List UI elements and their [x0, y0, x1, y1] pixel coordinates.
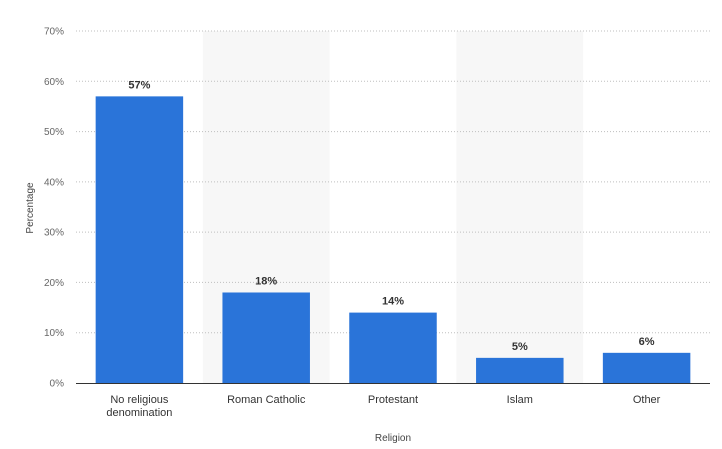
x-tick-label: Protestant	[368, 394, 418, 406]
y-tick-label: 0%	[50, 379, 65, 390]
y-axis-title: Percentage	[25, 182, 36, 234]
x-tick-label: No religious denomination	[106, 394, 172, 419]
y-tick-label: 30%	[44, 228, 64, 239]
bar	[476, 357, 564, 383]
y-tick-label: 60%	[44, 77, 64, 88]
value-labels: 57% 18% 14% 5% 6%	[128, 79, 654, 352]
background-band	[456, 31, 584, 383]
bar	[349, 312, 437, 383]
bar	[602, 352, 691, 383]
x-axis-title: Religion	[375, 433, 411, 444]
y-tick-label: 40%	[44, 177, 64, 188]
value-label: 57%	[128, 79, 150, 91]
value-label: 5%	[512, 341, 528, 353]
x-tick-label: Roman Catholic	[227, 394, 306, 406]
y-axis-ticks: 0% 10% 20% 30% 40% 50% 60% 70%	[44, 27, 64, 390]
y-tick-label: 20%	[44, 278, 64, 289]
x-tick-label: Other	[633, 394, 661, 406]
value-label: 18%	[255, 275, 277, 287]
y-tick-label: 70%	[44, 27, 64, 38]
bars	[95, 96, 691, 383]
bar	[95, 96, 184, 383]
bar	[222, 292, 310, 383]
y-tick-label: 50%	[44, 127, 64, 138]
value-label: 6%	[639, 336, 655, 348]
y-tick-label: 10%	[44, 328, 64, 339]
x-axis-labels: No religious denomination Roman Catholic Pr…	[106, 394, 660, 419]
x-tick-label: Islam	[507, 394, 533, 406]
value-label: 14%	[382, 296, 404, 308]
